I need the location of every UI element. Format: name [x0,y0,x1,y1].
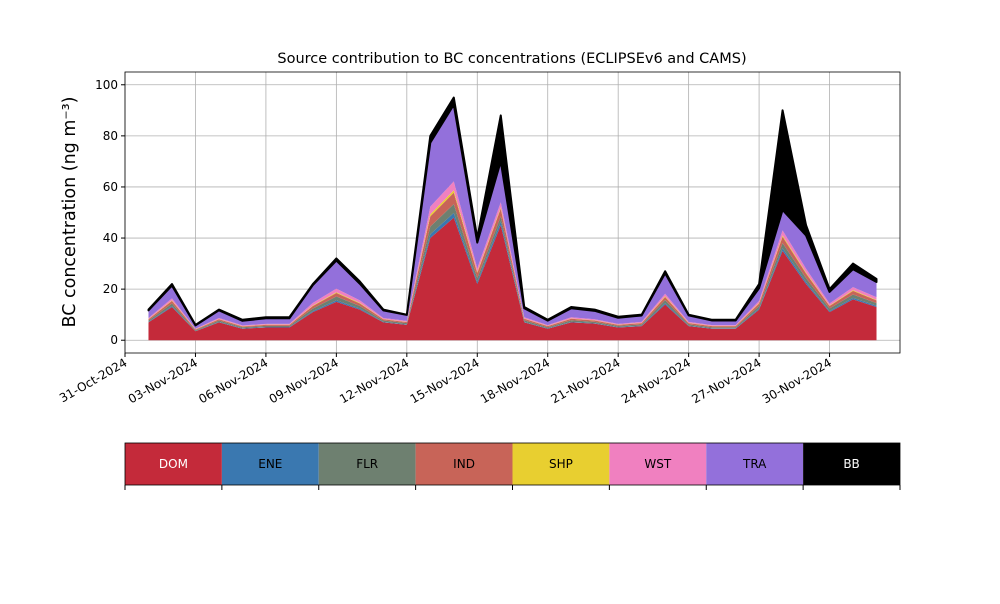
x-tick-label: 12-Nov-2024 [337,355,411,406]
legend-swatch [318,443,416,485]
legend-swatch [803,443,900,485]
y-tick-label: 100 [95,78,118,92]
x-tick-label: 15-Nov-2024 [408,355,482,406]
area [148,181,877,330]
legend-label: DOM [159,457,188,471]
y-tick-label: 40 [103,231,118,245]
legend-swatch [706,443,804,485]
y-tick-label: 0 [110,333,118,347]
area [148,213,877,332]
legend-label: SHP [549,457,573,471]
legend-label: IND [453,457,475,471]
legend-label: TRA [742,457,767,471]
legend-swatch [415,443,513,485]
x-tick-label: 09-Nov-2024 [267,355,341,406]
y-tick-label: 20 [103,282,118,296]
area [148,104,877,329]
x-tick-label: 24-Nov-2024 [619,355,693,406]
legend-swatch [609,443,707,485]
chart-title: Source contribution to BC concentrations… [277,51,746,67]
legend-label: WST [644,457,671,471]
x-tick-label: 30-Nov-2024 [760,355,834,406]
x-tick-label: 18-Nov-2024 [478,355,552,406]
x-tick-label: 06-Nov-2024 [196,355,270,406]
legend-label: FLR [356,457,378,471]
x-tick-label: 27-Nov-2024 [689,355,763,406]
legend-label: ENE [258,457,282,471]
y-tick-label: 60 [103,180,118,194]
x-tick-label: 31-Oct-2024 [57,355,129,405]
x-tick-label: 21-Nov-2024 [548,355,622,406]
area [147,96,878,327]
plot-frame [124,71,901,354]
legend-swatch [125,443,222,485]
legend-label: BB [843,457,859,471]
x-tick-label: 03-Nov-2024 [126,355,200,406]
legend-swatch [221,443,319,485]
y-axis-label: BC concentration (ng m⁻³) [60,97,80,328]
area [148,217,877,341]
legend-swatch [512,443,610,485]
y-tick-label: 80 [103,129,118,143]
